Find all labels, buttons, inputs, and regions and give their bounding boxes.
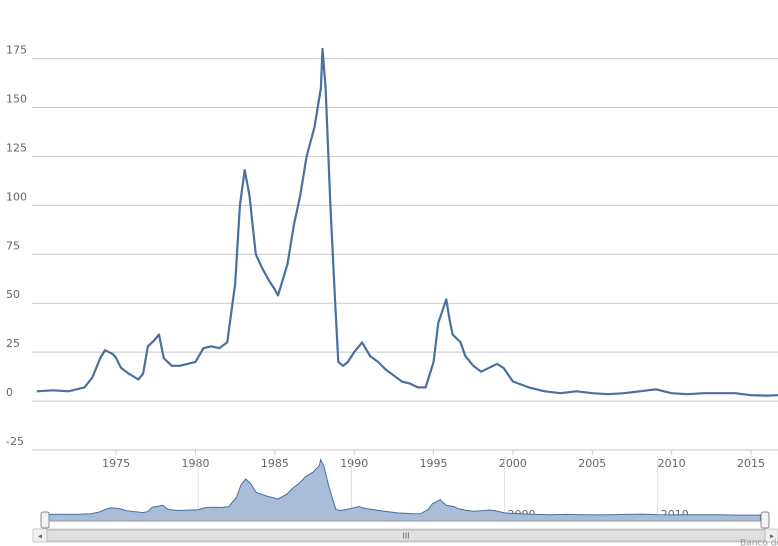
y-tick-label: 50 xyxy=(6,288,20,301)
x-tick-label: 2000 xyxy=(499,457,527,470)
nav-handle-left[interactable] xyxy=(40,511,50,529)
x-tick-label: 1975 xyxy=(102,457,130,470)
x-tick-label: 1995 xyxy=(420,457,448,470)
scroll-left: ◂ xyxy=(38,532,42,541)
nav-handle-right[interactable] xyxy=(760,511,770,529)
x-tick-label: 2005 xyxy=(578,457,606,470)
line-series xyxy=(36,47,778,397)
x-tick-label: 2010 xyxy=(658,457,686,470)
navigator-area xyxy=(44,458,761,522)
scrollbar-thumb[interactable] xyxy=(46,529,766,542)
x-tick-label: 1980 xyxy=(181,457,209,470)
y-tick-label: -25 xyxy=(6,435,24,448)
x-tick-label: 2015 xyxy=(737,457,765,470)
y-tick-label: 75 xyxy=(6,239,20,252)
y-tick-label: 150 xyxy=(6,93,27,106)
y-tick-label: 175 xyxy=(6,44,27,57)
scroll-right: ▸ xyxy=(770,532,774,541)
y-tick-label: 0 xyxy=(6,386,13,399)
y-tick-label: 25 xyxy=(6,337,20,350)
x-tick-label: 1985 xyxy=(261,457,289,470)
scroll-grip: III xyxy=(402,532,409,541)
credit: Banco de México xyxy=(740,538,778,546)
y-tick-label: 100 xyxy=(6,190,27,203)
y-tick-label: 125 xyxy=(6,141,27,154)
x-tick-label: 1990 xyxy=(340,457,368,470)
